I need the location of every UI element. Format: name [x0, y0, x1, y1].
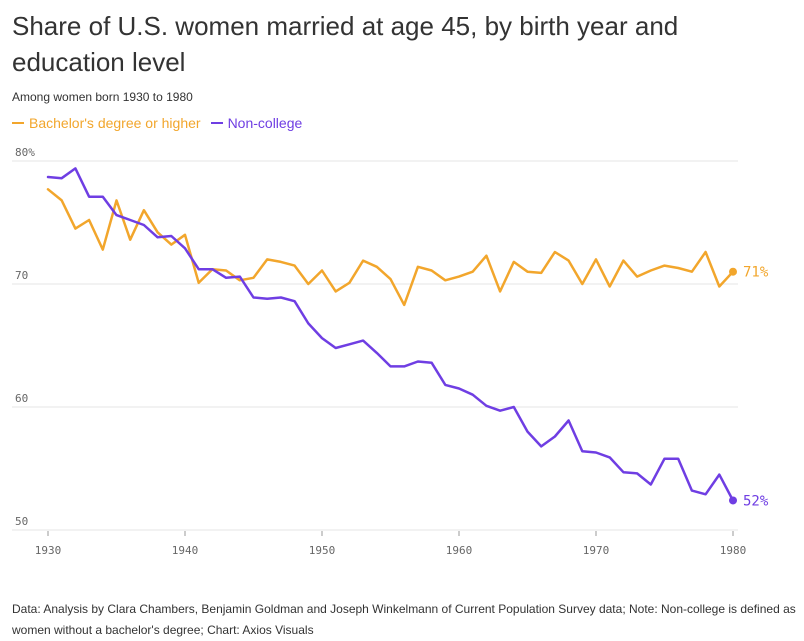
y-tick-label: 70	[15, 269, 28, 282]
x-tick-label: 1970	[583, 544, 610, 557]
series-end-label-college: 71%	[743, 265, 769, 281]
y-axis-tick-labels: 50 60 70 80%	[15, 146, 35, 528]
legend-label-college: Bachelor's degree or higher	[29, 115, 201, 131]
series-end-label-noncollege: 52%	[743, 493, 769, 509]
x-axis-tick-labels: 1930 1940 1950 1960 1970 1980	[35, 531, 747, 557]
chart-title: Share of U.S. women married at age 45, b…	[12, 11, 679, 77]
y-tick-label: 60	[15, 392, 28, 405]
x-tick-label: 1940	[172, 544, 199, 557]
series-endpoint-college	[729, 267, 737, 276]
grid-lines	[12, 160, 738, 531]
series-line-college	[46, 188, 735, 307]
chart-subtitle: Among women born 1930 to 1980	[12, 90, 193, 104]
x-tick-label: 1980	[720, 544, 747, 557]
legend-item-college: Bachelor's degree or higher	[12, 115, 201, 131]
legend-swatch-noncollege	[210, 122, 223, 124]
legend: Bachelor's degree or higher Non-college	[12, 115, 302, 131]
line-chart: 50 60 70 80% 1930 1940 1950 1960 1970 1980 71% 52…	[12, 146, 769, 557]
legend-item-noncollege: Non-college	[210, 115, 303, 131]
y-tick-label: 80%	[15, 146, 35, 159]
x-tick-label: 1950	[309, 544, 336, 557]
legend-label-noncollege: Non-college	[227, 115, 303, 131]
x-tick-label: 1930	[35, 544, 62, 557]
series-lines: 71% 52%	[46, 167, 769, 509]
series-endpoint-noncollege	[729, 496, 737, 505]
chart-footnote: Data: Analysis by Clara Chambers, Benjam…	[12, 602, 796, 637]
x-tick-label: 1960	[446, 544, 473, 557]
legend-swatch-college	[12, 122, 24, 124]
series-line-noncollege	[46, 167, 735, 502]
y-tick-label: 50	[15, 515, 28, 528]
